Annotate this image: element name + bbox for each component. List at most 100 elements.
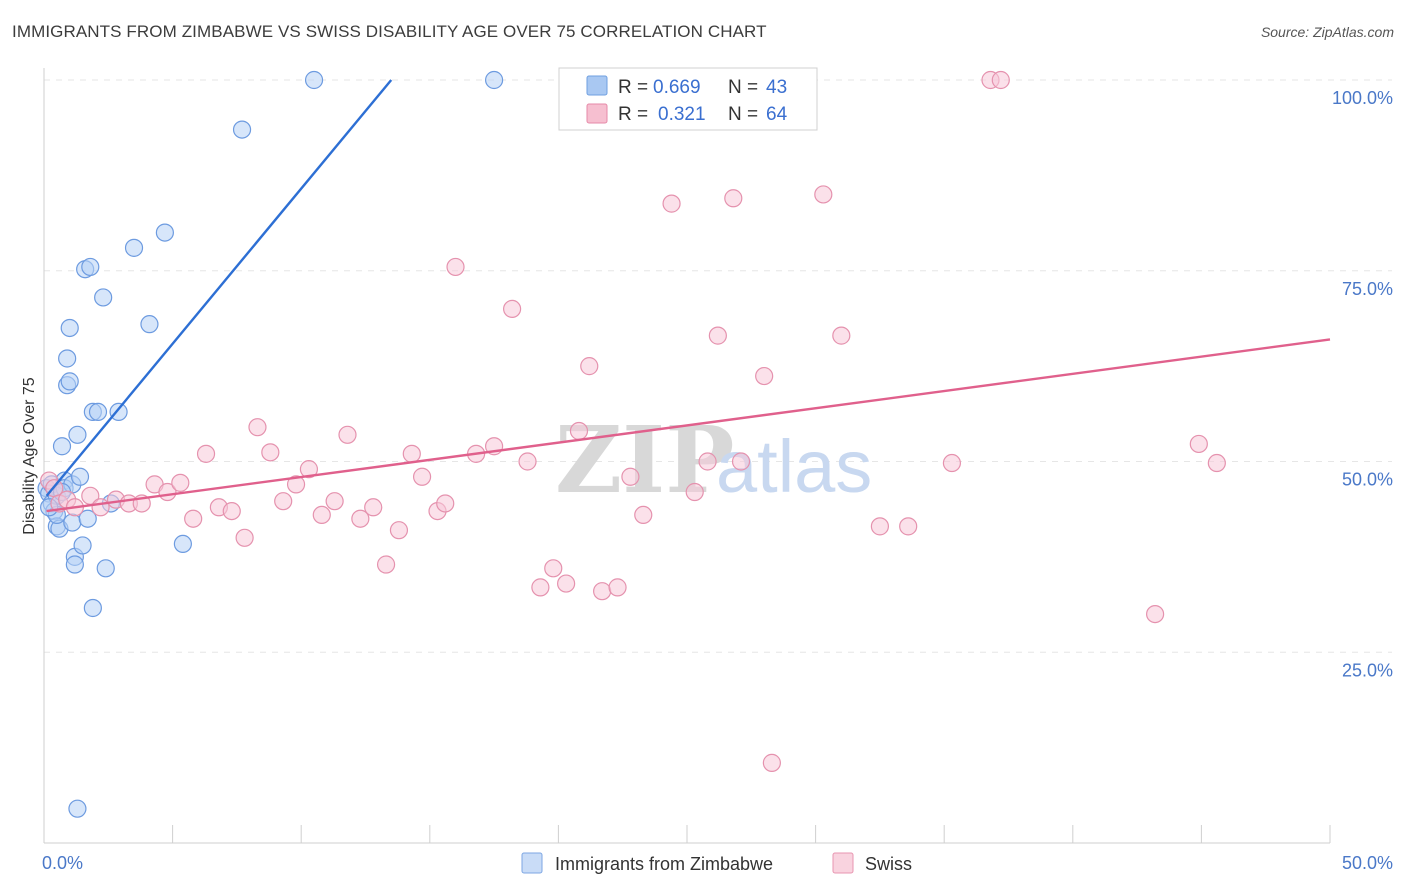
swiss-point-54 <box>755 366 774 386</box>
zimbabwe-point-37 <box>304 70 324 90</box>
legend-n-label-0: N = <box>728 77 758 98</box>
swiss-point-53 <box>731 452 751 471</box>
swiss-point-16 <box>222 501 241 521</box>
swiss-point-18 <box>248 418 267 437</box>
zimbabwe-point-31 <box>109 402 128 422</box>
legend-r-value-0: 0.669 <box>653 77 701 98</box>
y-tick-label-3: 100.0% <box>1332 88 1393 108</box>
swiss-point-25 <box>338 425 357 444</box>
swiss-point-24 <box>325 492 344 511</box>
trend-lines <box>45 79 1331 513</box>
zimbabwe-point-23 <box>78 509 97 528</box>
swiss-point-50 <box>698 452 717 471</box>
swiss-point-13 <box>184 509 203 528</box>
swiss-point-33 <box>436 494 455 513</box>
y-tick-label-2: 75.0% <box>1342 279 1393 299</box>
zimbabwe-point-27 <box>88 402 108 422</box>
swiss-point-64 <box>1189 434 1208 454</box>
zimbabwe-point-36 <box>232 120 252 139</box>
zimbabwe-point-33 <box>140 315 159 334</box>
zimbabwe-point-38 <box>485 70 504 90</box>
zimbabwe-point-11 <box>58 349 77 368</box>
swiss-point-17 <box>235 528 254 547</box>
swiss-point-62 <box>991 70 1010 90</box>
legend-n-value-1: 64 <box>766 104 788 125</box>
swiss-point-28 <box>376 555 396 574</box>
zimbabwe-point-19 <box>68 425 87 444</box>
y-tick-labels: 25.0% 50.0% 75.0% 100.0% <box>1332 88 1393 680</box>
zimbabwe-point-35 <box>173 534 192 554</box>
zimbabwe-point-20 <box>70 467 90 486</box>
zimbabwe-point-28 <box>94 288 113 307</box>
legend-swatch-swiss <box>586 103 608 124</box>
legend-n-value-0: 43 <box>766 77 787 98</box>
swiss-point-27 <box>364 498 383 517</box>
bottom-legend-swatch-swiss <box>832 852 854 874</box>
swiss-point-45 <box>608 578 627 597</box>
zimbabwe-point-14 <box>60 318 79 338</box>
swiss-point-21 <box>286 475 306 494</box>
swiss-point-12 <box>171 473 190 492</box>
x-tick-label-1: 50.0% <box>1342 853 1393 873</box>
swiss-point-30 <box>402 444 421 463</box>
swiss-point-58 <box>870 517 890 536</box>
stats-legend: R = 0.669 N = 43 R = 0.321 N = 64 <box>558 67 818 131</box>
zimbabwe-point-25 <box>83 598 102 618</box>
swiss-point-31 <box>412 467 432 486</box>
swiss-point-34 <box>446 257 465 277</box>
zimbabwe-point-24 <box>81 257 100 277</box>
swiss-point-56 <box>814 185 833 204</box>
legend-n-label-1: N = <box>728 104 758 125</box>
x-tick-label-0: 0.0% <box>42 853 83 873</box>
zimbabwe-point-21 <box>73 536 92 555</box>
swiss-point-52 <box>724 189 743 208</box>
swiss-point-55 <box>762 753 781 772</box>
swiss-point-46 <box>621 467 640 486</box>
swiss-point-29 <box>389 521 409 540</box>
swiss-trend-line <box>46 338 1331 513</box>
swiss-point-43 <box>580 357 599 376</box>
x-ticks <box>43 825 1331 843</box>
swiss-point-42 <box>569 421 589 441</box>
zimbabwe-point-29 <box>96 559 115 578</box>
source-label: Source: ZipAtlas.com <box>1260 24 1394 40</box>
zimbabwe-point-15 <box>63 513 82 532</box>
zimbabwe-point-8 <box>52 437 72 456</box>
legend-r-label-1: R = <box>618 104 648 125</box>
legend-swatch-zimbabwe <box>586 75 608 96</box>
y-axis-label: Disability Age Over 75 <box>21 377 38 535</box>
y-tick-label-1: 50.0% <box>1342 470 1393 490</box>
legend-r-value-1: 0.321 <box>658 104 706 125</box>
swiss-point-14 <box>196 444 216 463</box>
swiss-point-6 <box>91 498 110 517</box>
y-tick-label-0: 25.0% <box>1342 660 1393 680</box>
bottom-legend-swatch-zimbabwe <box>521 852 543 874</box>
swiss-point-65 <box>1207 453 1226 473</box>
swiss-point-60 <box>942 453 962 473</box>
swiss-point-38 <box>518 452 537 471</box>
swiss-point-23 <box>312 505 331 525</box>
swiss-point-20 <box>274 492 293 511</box>
scatter-points <box>37 70 1226 818</box>
series-legend: Immigrants from Zimbabwe Swiss <box>521 852 912 874</box>
legend-r-label-0: R = <box>618 77 648 98</box>
zimbabwe-point-18 <box>65 555 84 574</box>
bottom-legend-label-zimbabwe: Immigrants from Zimbabwe <box>555 854 773 874</box>
swiss-point-26 <box>351 509 370 528</box>
zimbabwe-point-39 <box>68 799 87 818</box>
swiss-point-37 <box>503 299 522 318</box>
swiss-point-59 <box>899 517 918 536</box>
swiss-point-19 <box>261 443 280 462</box>
chart-title: IMMIGRANTS FROM ZIMBABWE VS SWISS DISABI… <box>12 22 767 41</box>
zimbabwe-trend-line <box>45 79 393 497</box>
zimbabwe-point-34 <box>155 223 174 242</box>
swiss-point-22 <box>299 460 319 479</box>
swiss-point-49 <box>685 482 704 502</box>
swiss-point-48 <box>662 194 681 213</box>
swiss-point-57 <box>832 326 851 345</box>
grid-lines <box>44 79 1392 653</box>
bottom-legend-label-swiss: Swiss <box>865 854 912 874</box>
swiss-point-41 <box>557 574 576 593</box>
x-tick-labels: 0.0% 50.0% <box>42 853 1393 873</box>
